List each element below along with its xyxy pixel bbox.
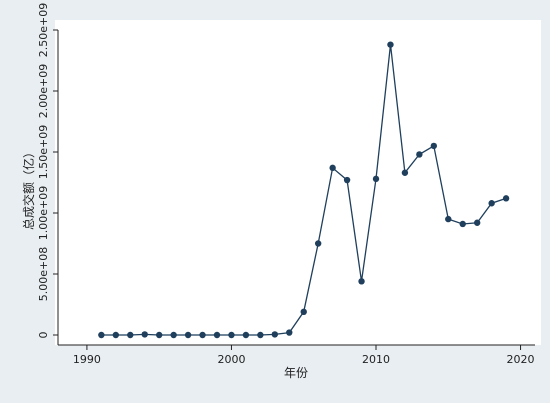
data-point — [372, 175, 380, 183]
data-point — [401, 169, 409, 176]
data-point — [98, 331, 105, 339]
plot-area — [55, 20, 541, 345]
data-point — [184, 331, 192, 339]
data-point — [416, 151, 423, 158]
data-point — [271, 331, 279, 338]
data-point — [445, 215, 452, 223]
data-point — [502, 195, 510, 202]
data-point — [459, 220, 466, 228]
data-point — [199, 331, 206, 339]
x-tick-label: 2010 — [362, 353, 390, 366]
data-point — [343, 176, 351, 184]
y-axis-title: 总成交额（亿） — [21, 146, 36, 230]
data-point — [228, 331, 235, 339]
data-point — [286, 329, 293, 336]
data-point — [387, 41, 394, 48]
series-layer — [98, 41, 510, 339]
y-tick-label: 2.50e+09 — [37, 3, 50, 57]
x-axis-title: 年份 — [284, 366, 308, 380]
y-tick-label: 0 — [37, 332, 50, 339]
data-point — [112, 331, 120, 339]
data-point — [314, 240, 322, 247]
data-point — [329, 164, 336, 172]
data-point — [242, 331, 250, 339]
x-tick-label: 1990 — [73, 353, 101, 366]
y-tick-label: 1.50e+09 — [37, 125, 50, 179]
y-tick-label: 5.00e+08 — [37, 247, 50, 301]
data-point — [127, 331, 134, 339]
x-ticks: 1990 2000 2010 2020 — [73, 345, 535, 366]
data-point — [473, 219, 481, 226]
x-tick-label: 2000 — [217, 353, 245, 366]
data-point — [257, 331, 264, 339]
y-tick-label: 1.00e+09 — [37, 186, 50, 240]
data-point — [141, 331, 148, 338]
data-point — [488, 200, 495, 207]
data-point — [155, 331, 163, 339]
x-tick-label: 2020 — [507, 353, 535, 366]
data-point — [213, 331, 221, 339]
data-point — [358, 278, 365, 285]
data-point — [430, 142, 438, 150]
y-ticks: 0 5.00e+08 1.00e+09 1.50e+09 2.00e+09 2.50e+0… — [37, 3, 58, 339]
data-point — [170, 331, 177, 339]
data-point — [300, 308, 307, 316]
y-tick-label: 2.00e+09 — [37, 64, 50, 118]
